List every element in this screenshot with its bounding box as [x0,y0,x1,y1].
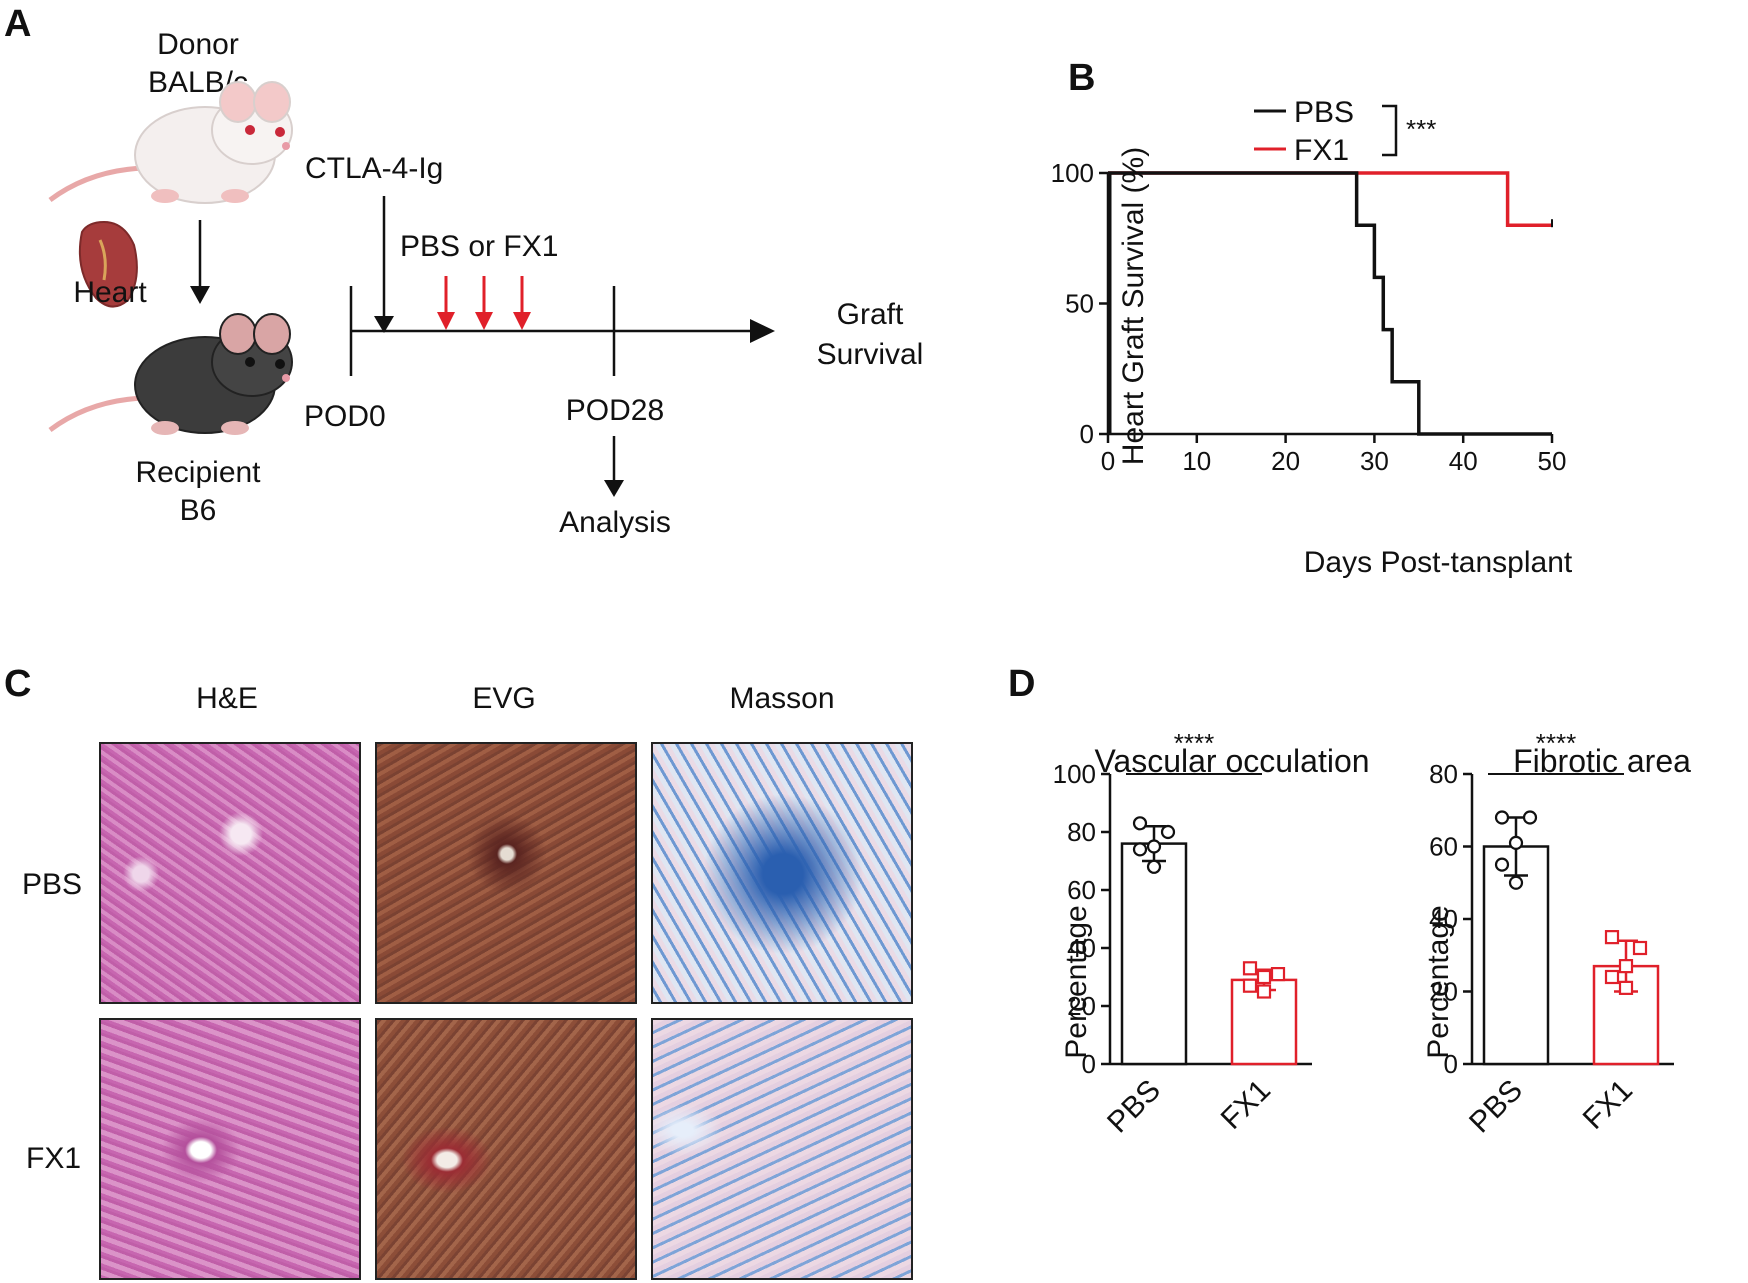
data-point [1256,984,1272,999]
data-point [1146,839,1162,854]
data-point [1146,859,1162,874]
panel-letter-b: B [1068,57,1095,99]
survival-line-pbs [1108,171,1552,436]
x-tick-label: 50 [1538,446,1567,476]
legend-pbs: PBS [1294,96,1354,129]
heart-icon [78,220,138,308]
y-tick-label: 100 [1053,759,1096,789]
bar-pbs [1120,842,1188,1066]
image-he-fx1 [99,1018,361,1280]
graft-label: Graft [837,298,904,331]
y-tick-label: 0 [1080,419,1094,449]
data-point [1242,978,1258,993]
survival-line-fx1 [1108,171,1552,227]
y-tick-label: 40 [1067,933,1096,963]
x-tick-label: 30 [1360,446,1389,476]
data-point [1494,857,1510,872]
survival-label: Survival [817,338,924,371]
x-category-label: PBS [1463,1074,1529,1140]
y-tick-label: 80 [1429,759,1458,789]
image-he-pbs [99,742,361,1004]
y-tick-label: 80 [1067,817,1096,847]
data-point [1242,961,1258,976]
pod28-label: POD28 [566,394,664,427]
data-point [1270,967,1286,982]
data-point [1618,959,1634,974]
y-tick-label: 40 [1429,904,1458,934]
x-category-label: PBS [1101,1074,1167,1140]
km-significance: *** [1406,114,1436,144]
y-tick-label: 100 [1051,158,1094,188]
y-tick-label: 0 [1444,1049,1458,1079]
image-evg-fx1 [375,1018,637,1280]
donor-mouse-icon [48,81,293,204]
panel-d: D Vascular occulation Fibrotic area Perc… [1008,663,1691,1140]
treatment-label: PBS or FX1 [400,230,558,263]
data-point [1494,810,1510,825]
x-category-label: FX1 [1577,1074,1639,1136]
data-point [1604,930,1620,945]
ctla-label: CTLA-4-Ig [305,152,443,185]
data-point [1508,835,1524,850]
column-masson: Masson [729,682,834,715]
data-point [1632,940,1648,956]
x-tick-label: 40 [1449,446,1478,476]
recipient-mouse-icon [48,313,293,435]
panel-a: A Donor BALB/c Heart Recipient B6 [4,3,924,539]
data-point [1508,875,1524,890]
image-masson-pbs [651,742,913,1004]
pod0-label: POD0 [304,400,386,433]
heart-label: Heart [73,276,147,309]
data-point [1256,969,1272,985]
donor-label: Donor [157,28,239,61]
data-point [1132,842,1148,857]
legend: PBS FX1 *** [1254,96,1436,167]
panel-letter-d: D [1008,663,1035,705]
vascular-y-label: Percentage [1060,905,1093,1058]
data-point [1522,810,1538,825]
image-evg-pbs [375,742,637,1004]
data-point [1160,824,1176,840]
data-point [1132,816,1148,831]
treatment-arrows [437,276,531,330]
legend-fx1: FX1 [1294,134,1349,167]
significance-stars: **** [1536,728,1576,758]
analysis-label: Analysis [559,506,671,539]
data-point [1618,980,1634,995]
x-axis-label: Days Post-tansplant [1304,546,1573,579]
column-he: H&E [196,682,258,715]
survival-chart: B PBS FX1 *** 0 10 20 30 40 50 0 50 100 Days Pos… [1051,57,1573,579]
significance-stars: **** [1174,728,1214,758]
y-axis-label: Heart Graft Survival (%) [1117,147,1150,465]
y-tick-label: 0 [1082,1049,1096,1079]
recipient-label: Recipient [135,456,261,489]
panel-letter-a: A [4,3,31,45]
panel-c: C H&E EVG Masson PBS FX1 [0,660,940,1283]
y-tick-label: 50 [1065,289,1094,319]
x-tick-label: 10 [1182,446,1211,476]
column-evg: EVG [472,682,535,715]
data-point [1604,969,1620,985]
y-tick-label: 60 [1067,875,1096,905]
panel-letter-c: C [4,663,31,705]
x-tick-label: 0 [1101,446,1115,476]
x-category-label: FX1 [1215,1074,1277,1136]
y-tick-label: 20 [1067,991,1096,1021]
row-label-fx1: FX1 [26,1142,82,1175]
y-tick-label: 20 [1429,977,1458,1007]
image-masson-fx1 [651,1018,913,1280]
fibrotic-y-label: Percentage [1422,905,1455,1058]
row-label-pbs: PBS [22,868,83,901]
recipient-strain-label: B6 [180,494,217,527]
x-tick-label: 20 [1271,446,1300,476]
y-tick-label: 60 [1429,832,1458,862]
